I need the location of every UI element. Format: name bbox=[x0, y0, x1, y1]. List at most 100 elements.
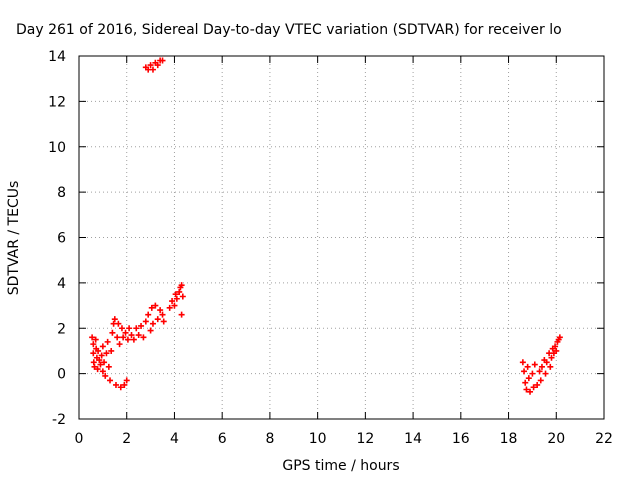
data-point bbox=[102, 372, 109, 379]
y-tick-label: -2 bbox=[52, 412, 66, 428]
x-tick-label: 22 bbox=[595, 431, 613, 447]
data-point bbox=[529, 370, 536, 377]
data-point bbox=[537, 377, 544, 384]
data-point bbox=[108, 347, 115, 354]
y-tick-label: 6 bbox=[57, 231, 66, 247]
data-point bbox=[523, 386, 530, 393]
y-tick-label: 0 bbox=[57, 367, 66, 383]
data-point bbox=[159, 311, 166, 318]
x-tick-label: 16 bbox=[452, 431, 470, 447]
data-point bbox=[120, 334, 127, 341]
y-axis-label: SDTVAR / TECUs bbox=[6, 181, 22, 296]
x-tick-label: 10 bbox=[309, 431, 327, 447]
data-point bbox=[548, 354, 555, 361]
data-point bbox=[530, 384, 537, 391]
data-point bbox=[133, 325, 140, 332]
data-point bbox=[98, 352, 105, 359]
data-point bbox=[99, 368, 106, 375]
data-point bbox=[179, 293, 186, 300]
data-point bbox=[178, 311, 185, 318]
y-tick-label: 8 bbox=[57, 185, 66, 201]
data-point bbox=[128, 332, 135, 339]
data-point bbox=[178, 282, 185, 289]
y-tick-label: 14 bbox=[48, 49, 66, 65]
data-point bbox=[138, 322, 145, 329]
data-point bbox=[126, 325, 133, 332]
data-point bbox=[556, 334, 563, 341]
data-point bbox=[152, 302, 159, 309]
data-point bbox=[90, 350, 97, 357]
y-tick-label: 4 bbox=[57, 276, 66, 292]
data-point bbox=[101, 359, 108, 366]
data-point bbox=[140, 334, 147, 341]
data-point bbox=[173, 295, 180, 302]
data-point bbox=[149, 320, 156, 327]
x-tick-label: 2 bbox=[122, 431, 131, 447]
data-point bbox=[159, 57, 166, 64]
data-point bbox=[135, 332, 142, 339]
data-point bbox=[157, 307, 164, 314]
data-point bbox=[89, 334, 96, 341]
data-point bbox=[124, 336, 131, 343]
data-point bbox=[123, 377, 130, 384]
data-point bbox=[111, 316, 118, 323]
data-point bbox=[107, 377, 114, 384]
data-point bbox=[525, 375, 532, 382]
x-tick-label: 14 bbox=[404, 431, 422, 447]
data-point bbox=[172, 291, 179, 298]
data-point bbox=[130, 336, 137, 343]
data-point bbox=[519, 359, 526, 366]
data-point bbox=[154, 316, 161, 323]
data-point bbox=[109, 329, 116, 336]
data-point bbox=[147, 327, 154, 334]
data-point bbox=[114, 334, 121, 341]
data-point bbox=[99, 343, 106, 350]
x-axis-label: GPS time / hours bbox=[282, 458, 399, 474]
data-point bbox=[176, 288, 183, 295]
chart-title: Day 261 of 2016, Sidereal Day-to-day VTE… bbox=[16, 22, 562, 38]
x-tick-label: 8 bbox=[265, 431, 274, 447]
data-point bbox=[104, 338, 111, 345]
data-point bbox=[112, 381, 119, 388]
data-point bbox=[97, 361, 104, 368]
data-point bbox=[536, 368, 543, 375]
data-point bbox=[171, 302, 178, 309]
data-point bbox=[91, 363, 98, 370]
data-point bbox=[116, 341, 123, 348]
data-point bbox=[553, 347, 560, 354]
data-point bbox=[118, 325, 125, 332]
data-point bbox=[166, 304, 173, 311]
data-point bbox=[105, 363, 112, 370]
data-point bbox=[543, 359, 550, 366]
data-point bbox=[521, 368, 528, 375]
data-point bbox=[147, 62, 154, 69]
x-tick-label: 20 bbox=[547, 431, 565, 447]
x-tick-label: 6 bbox=[218, 431, 227, 447]
data-point bbox=[92, 336, 99, 343]
x-tick-label: 4 bbox=[170, 431, 179, 447]
data-point bbox=[154, 62, 161, 69]
x-tick-label: 12 bbox=[356, 431, 374, 447]
data-point bbox=[149, 66, 156, 73]
data-point bbox=[527, 388, 534, 395]
data-point bbox=[115, 320, 122, 327]
data-point bbox=[538, 363, 545, 370]
data-point bbox=[169, 298, 176, 305]
data-points bbox=[89, 57, 563, 395]
x-tick-label: 18 bbox=[500, 431, 518, 447]
data-point bbox=[160, 318, 167, 325]
data-point bbox=[122, 329, 129, 336]
data-point bbox=[142, 318, 149, 325]
data-point bbox=[522, 379, 529, 386]
data-point bbox=[542, 370, 549, 377]
y-tick-label: 10 bbox=[48, 140, 66, 156]
data-point bbox=[552, 343, 559, 350]
data-point bbox=[90, 341, 97, 348]
data-point bbox=[96, 357, 103, 364]
data-point bbox=[524, 363, 531, 370]
y-tick-label: 12 bbox=[48, 94, 66, 110]
data-point bbox=[121, 381, 128, 388]
